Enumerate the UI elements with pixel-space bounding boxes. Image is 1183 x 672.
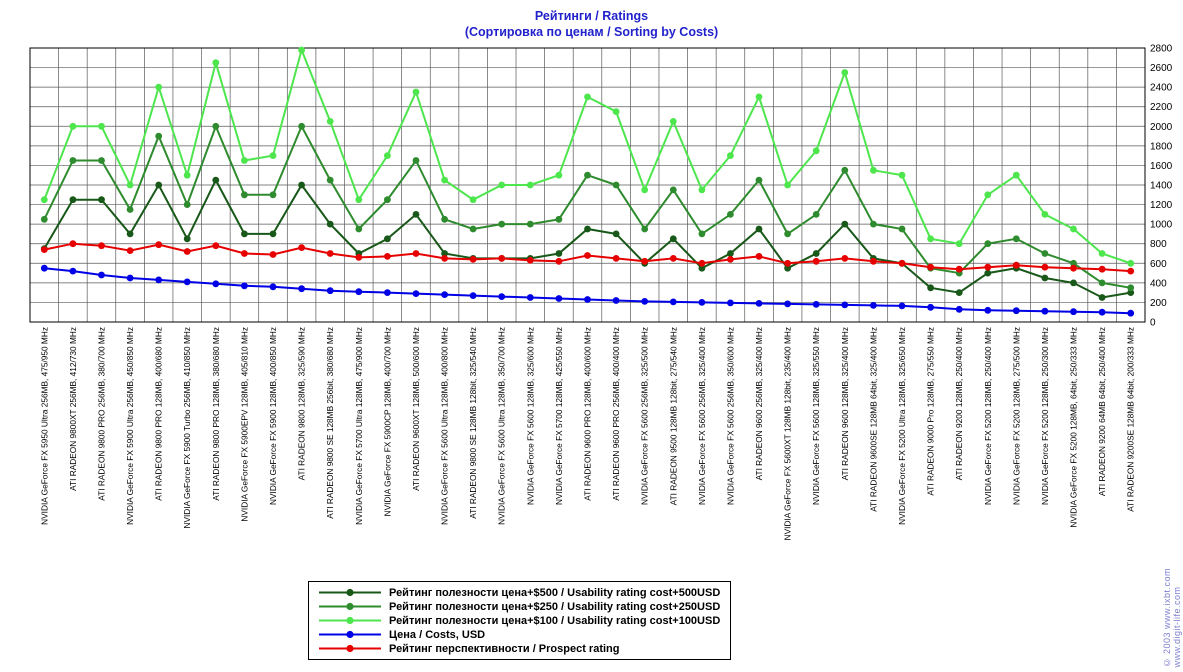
svg-text:NVIDIA GeForce FX 5600 128MB,: NVIDIA GeForce FX 5600 128MB, 325/550 MH… bbox=[811, 327, 821, 505]
svg-text:ATI RADEON 9600SE 128MB 64bit,: ATI RADEON 9600SE 128MB 64bit, 325/400 M… bbox=[868, 327, 878, 512]
legend-line-marker-swatch bbox=[319, 630, 381, 639]
legend-item: Рейтинг перспективности / Prospect ratin… bbox=[317, 642, 720, 655]
svg-text:1200: 1200 bbox=[1150, 200, 1173, 211]
svg-text:600: 600 bbox=[1150, 259, 1167, 270]
svg-text:2200: 2200 bbox=[1150, 102, 1173, 113]
svg-text:NVIDIA GeForce FX 5600 256MB,: NVIDIA GeForce FX 5600 256MB, 325/500 MH… bbox=[640, 327, 650, 505]
svg-text:ATI RADEON 9200 128MB, 250/400: ATI RADEON 9200 128MB, 250/400 MHz bbox=[954, 327, 964, 480]
svg-text:NVIDIA GeForce FX 5600 256MB,: NVIDIA GeForce FX 5600 256MB, 325/400 MH… bbox=[697, 327, 707, 505]
svg-text:NVIDIA GeForce FX 5900 128MB,: NVIDIA GeForce FX 5900 128MB, 400/850 MH… bbox=[268, 327, 278, 505]
svg-text:1000: 1000 bbox=[1150, 220, 1173, 231]
svg-text:NVIDIA GeForce FX 5200 128MB,: NVIDIA GeForce FX 5200 128MB, 250/400 MH… bbox=[983, 327, 993, 505]
svg-text:ATI RADEON 9600 128MB, 325/400: ATI RADEON 9600 128MB, 325/400 MHz bbox=[840, 327, 850, 480]
svg-text:NVIDIA GeForce FX 5200 128MB,: NVIDIA GeForce FX 5200 128MB, 250/300 MH… bbox=[1040, 327, 1050, 505]
svg-text:NVIDIA GeForce FX 5900EPV 128M: NVIDIA GeForce FX 5900EPV 128MB, 405/810… bbox=[239, 327, 249, 522]
svg-text:ATI RADEON 9800 128MB, 325/590: ATI RADEON 9800 128MB, 325/590 MHz bbox=[297, 327, 307, 480]
svg-text:NVIDIA GeForce FX 5200 128MB,: NVIDIA GeForce FX 5200 128MB, 64bit, 250… bbox=[1069, 327, 1079, 528]
svg-text:ATI RADEON 9600XT 128MB, 500/6: ATI RADEON 9600XT 128MB, 500/600 MHz bbox=[411, 327, 421, 491]
legend-label: Рейтинг полезности цена+$500 / Usability… bbox=[389, 586, 721, 599]
svg-text:ATI RADEON 9000 Pro 128MB, 275: ATI RADEON 9000 Pro 128MB, 275/550 MHz bbox=[926, 327, 936, 496]
copyright-line1: © 2003 www.ixbt.com bbox=[1162, 568, 1172, 668]
svg-text:NVIDIA GeForce FX 5900 Ultra 2: NVIDIA GeForce FX 5900 Ultra 256MB, 450/… bbox=[125, 327, 135, 525]
svg-text:ATI RADEON 9800XT 256MB, 412/7: ATI RADEON 9800XT 256MB, 412/730 MHz bbox=[68, 327, 78, 491]
svg-text:1600: 1600 bbox=[1150, 161, 1173, 172]
legend-line-marker-swatch bbox=[319, 644, 381, 653]
svg-text:2800: 2800 bbox=[1150, 44, 1173, 55]
svg-text:NVIDIA GeForce FX 5600 Ultra 1: NVIDIA GeForce FX 5600 Ultra 128MB, 400/… bbox=[440, 327, 450, 525]
svg-text:ATI RADEON 9800 SE 128MB 256bi: ATI RADEON 9800 SE 128MB 256bit, 380/680… bbox=[325, 327, 335, 519]
chart-title: Рейтинги / Ratings (Сортировка по ценам … bbox=[0, 8, 1183, 40]
copyright-watermark: © 2003 www.ixbt.com www.digit-life.com bbox=[1162, 568, 1182, 668]
svg-text:2400: 2400 bbox=[1150, 83, 1173, 94]
chart-legend: Рейтинг полезности цена+$500 / Usability… bbox=[308, 581, 732, 660]
copyright-line2: www.digit-life.com bbox=[1172, 586, 1182, 668]
legend-item: Рейтинг полезности цена+$100 / Usability… bbox=[317, 614, 720, 627]
svg-text:NVIDIA GeForce FX 5900CP 128MB: NVIDIA GeForce FX 5900CP 128MB, 400/700 … bbox=[382, 327, 392, 516]
svg-text:ATI RADEON 9800 PRO 128MB, 400: ATI RADEON 9800 PRO 128MB, 400/680 MHz bbox=[154, 327, 164, 501]
svg-text:1800: 1800 bbox=[1150, 141, 1173, 152]
legend-label: Цена / Costs, USD bbox=[389, 628, 486, 641]
svg-text:ATI RADEON 9200SE 128MB 64bit,: ATI RADEON 9200SE 128MB 64bit, 200/333 M… bbox=[1126, 327, 1136, 512]
svg-text:ATI RADEON 9800 PRO 128MB, 380: ATI RADEON 9800 PRO 128MB, 380/680 MHz bbox=[211, 327, 221, 501]
svg-text:1400: 1400 bbox=[1150, 181, 1173, 192]
svg-text:NVIDIA GeForce FX 5700 128MB,: NVIDIA GeForce FX 5700 128MB, 425/550 MH… bbox=[554, 327, 564, 505]
svg-text:ATI RADEON 9600 PRO 128MB, 400: ATI RADEON 9600 PRO 128MB, 400/600 MHz bbox=[583, 327, 593, 501]
svg-text:NVIDIA GeForce FX 5200 128MB,: NVIDIA GeForce FX 5200 128MB, 275/500 MH… bbox=[1011, 327, 1021, 505]
svg-text:ATI RADEON 9800 PRO 256MB, 380: ATI RADEON 9800 PRO 256MB, 380/700 MHz bbox=[96, 327, 106, 501]
ratings-line-chart: 0 200 400 600 800 1000 1200 1400 1600 1800 2000 220… bbox=[29, 44, 1173, 540]
svg-text:2000: 2000 bbox=[1150, 122, 1173, 133]
svg-text:200: 200 bbox=[1150, 298, 1167, 309]
chart-title-line1: Рейтинги / Ratings bbox=[534, 9, 649, 23]
svg-text:NVIDIA GeForce FX 5600 256MB,: NVIDIA GeForce FX 5600 256MB, 350/600 MH… bbox=[725, 327, 735, 505]
svg-text:ATI RADEON 9200 64MB 64bit, 25: ATI RADEON 9200 64MB 64bit, 250/400 MHz bbox=[1097, 327, 1107, 496]
svg-text:800: 800 bbox=[1150, 239, 1167, 250]
legend-label: Рейтинг перспективности / Prospect ratin… bbox=[389, 642, 620, 655]
svg-text:NVIDIA GeForce FX 5200 Ultra 1: NVIDIA GeForce FX 5200 Ultra 128MB, 325/… bbox=[897, 327, 907, 525]
legend-label: Рейтинг полезности цена+$250 / Usability… bbox=[389, 600, 721, 613]
svg-text:NVIDIA GeForce FX 5600 128MB,: NVIDIA GeForce FX 5600 128MB, 325/600 MH… bbox=[525, 327, 535, 505]
svg-text:NVIDIA GeForce FX 5700 Ultra 1: NVIDIA GeForce FX 5700 Ultra 128MB, 475/… bbox=[354, 327, 364, 525]
svg-text:ATI RADEON 9500 128MB 128bit,: ATI RADEON 9500 128MB 128bit, 275/540 MH… bbox=[668, 327, 678, 505]
svg-text:NVIDIA GeForce FX 5950 Ultra 2: NVIDIA GeForce FX 5950 Ultra 256MB, 475/… bbox=[39, 327, 49, 525]
legend-line-marker-swatch bbox=[319, 602, 381, 611]
svg-text:2600: 2600 bbox=[1150, 63, 1173, 74]
svg-text:ATI RADEON 9800 SE 128MB 128bi: ATI RADEON 9800 SE 128MB 128bit, 325/540… bbox=[468, 327, 478, 519]
chart-title-line2: (Сортировка по ценам / Sorting by Costs) bbox=[464, 25, 719, 39]
svg-text:ATI RADEON 9600 PRO 256MB, 400: ATI RADEON 9600 PRO 256MB, 400/400 MHz bbox=[611, 327, 621, 501]
legend-line-marker-swatch bbox=[319, 616, 381, 625]
legend-line-marker-swatch bbox=[319, 588, 381, 597]
legend-label: Рейтинг полезности цена+$100 / Usability… bbox=[389, 614, 721, 627]
svg-text:NVIDIA GeForce FX 5600XT 128MB: NVIDIA GeForce FX 5600XT 128MB 128bit, 2… bbox=[783, 327, 793, 540]
legend-item: Рейтинг полезности цена+$250 / Usability… bbox=[317, 600, 720, 613]
legend-item: Цена / Costs, USD bbox=[317, 628, 720, 641]
svg-text:NVIDIA GeForce FX 5600 Ultra 1: NVIDIA GeForce FX 5600 Ultra 128MB, 350/… bbox=[497, 327, 507, 525]
svg-text:0: 0 bbox=[1150, 318, 1156, 329]
svg-text:NVIDIA GeForce FX 5900 Turbo 2: NVIDIA GeForce FX 5900 Turbo 256MB, 410/… bbox=[182, 327, 192, 529]
svg-text:ATI RADEON 9600 256MB, 325/400: ATI RADEON 9600 256MB, 325/400 MHz bbox=[754, 327, 764, 480]
legend-item: Рейтинг полезности цена+$500 / Usability… bbox=[317, 586, 720, 599]
svg-text:400: 400 bbox=[1150, 278, 1167, 289]
